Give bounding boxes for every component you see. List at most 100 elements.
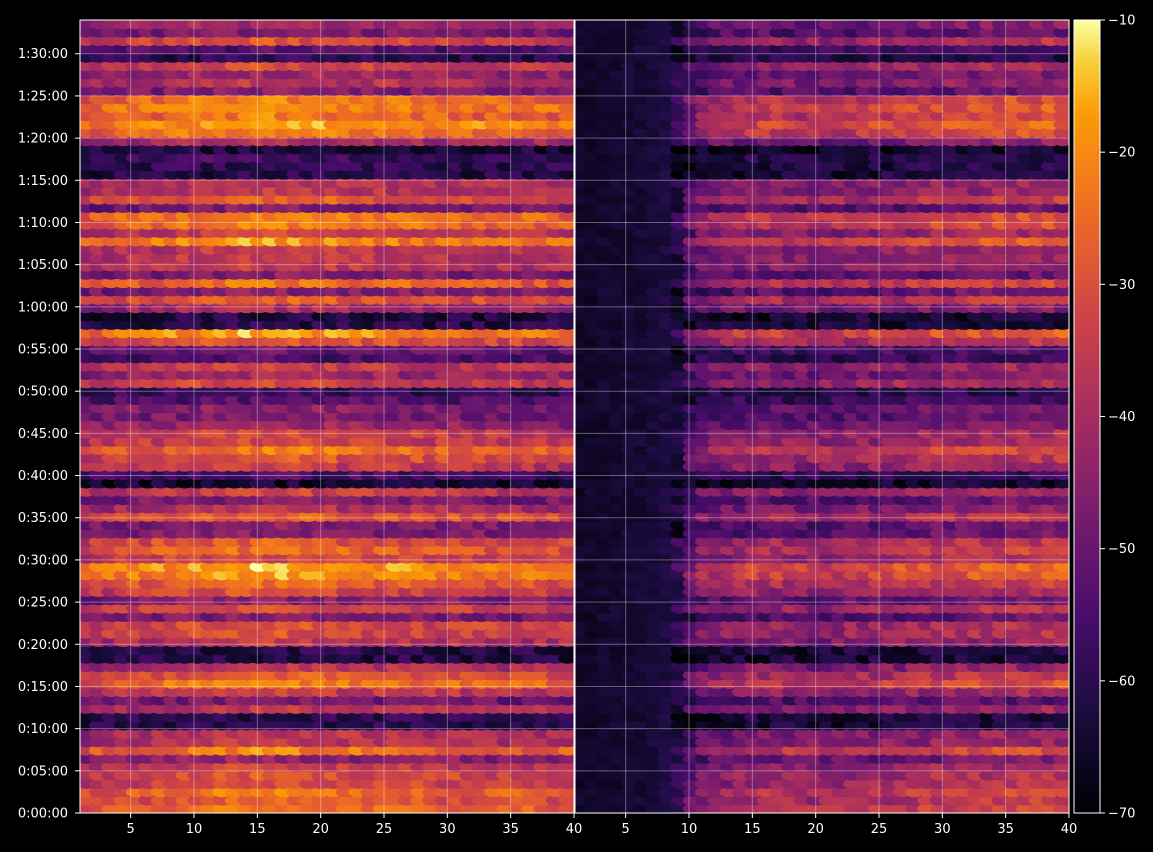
heatmap-cell — [1053, 569, 1069, 581]
heatmap-cell — [558, 786, 574, 798]
heatmap-cell — [558, 194, 574, 205]
heatmap-cell — [558, 770, 574, 781]
heatmap-cell — [558, 160, 574, 172]
heatmap-cell — [558, 611, 574, 623]
heatmap-cell — [558, 603, 574, 614]
heatmap-cell — [558, 35, 574, 47]
heatmap-cell — [558, 227, 574, 239]
heatmap-cell — [1053, 695, 1069, 706]
heatmap-cell — [1053, 670, 1069, 681]
heatmap-cell — [558, 453, 574, 464]
heatmap-cell — [558, 236, 574, 247]
heatmap-cell — [558, 661, 574, 673]
heatmap-cell — [558, 302, 574, 314]
heatmap-cell — [1053, 620, 1069, 631]
heatmap-cell — [1053, 711, 1069, 723]
heatmap-cell — [1053, 778, 1069, 789]
heatmap-cell — [558, 486, 574, 497]
heatmap-cell — [558, 94, 574, 105]
heatmap-cell — [1053, 661, 1069, 673]
heatmap-cell — [558, 152, 574, 163]
heatmap-cell — [558, 803, 574, 813]
heatmap-cell — [558, 60, 574, 72]
heatmap-cell — [1053, 795, 1069, 806]
heatmap-cell — [558, 269, 574, 280]
heatmap-cell — [558, 77, 574, 88]
heatmap-cell — [558, 753, 574, 764]
heatmap-cell — [1053, 703, 1069, 714]
heatmap-cell — [1053, 736, 1069, 748]
heatmap-cell — [558, 544, 574, 556]
heatmap-cell — [558, 319, 574, 330]
heatmap-cell — [558, 503, 574, 514]
heatmap-cell — [558, 536, 574, 547]
heatmap-cell — [558, 645, 574, 656]
heatmap-cell — [558, 428, 574, 439]
heatmap-cell — [558, 352, 574, 364]
heatmap-cell — [558, 519, 574, 531]
heatmap-cell — [1053, 628, 1069, 639]
heatmap-cell — [1053, 586, 1069, 597]
heatmap-panel-right — [575, 20, 1069, 813]
heatmap-cell — [1053, 653, 1069, 664]
heatmap-cell — [558, 461, 574, 472]
heatmap-cell — [558, 419, 574, 431]
heatmap-cell — [1053, 753, 1069, 764]
heatmap-cells-right — [575, 20, 1069, 813]
heatmap-cell — [1053, 636, 1069, 648]
heatmap-cell — [558, 286, 574, 297]
heatmap-cell — [558, 586, 574, 597]
heatmap-cell — [558, 219, 574, 230]
heatmap-cell — [1053, 611, 1069, 623]
heatmap-cell — [1053, 720, 1069, 731]
heatmap-cell — [558, 578, 574, 589]
heatmap-cell — [558, 202, 574, 213]
heatmap-cell — [558, 478, 574, 489]
heatmap-cell — [558, 294, 574, 305]
heatmap-cell — [558, 594, 574, 606]
heatmap-cell — [558, 377, 574, 389]
heatmap-cell — [1053, 645, 1069, 656]
heatmap-cell — [558, 402, 574, 414]
heatmap-cell — [558, 720, 574, 731]
heatmap-cell — [558, 511, 574, 522]
heatmap-cell — [558, 386, 574, 397]
heatmap-cell — [1053, 678, 1069, 689]
heatmap-cell — [1053, 803, 1069, 813]
heatmap-cell — [558, 127, 574, 138]
heatmap-cell — [558, 311, 574, 322]
heatmap-cell — [558, 102, 574, 113]
heatmap-cell — [558, 653, 574, 664]
heatmap-cell — [1053, 761, 1069, 773]
heatmap-cell — [558, 411, 574, 422]
heatmap-cell — [1053, 728, 1069, 739]
heatmap-cell — [558, 494, 574, 506]
heatmap-cell — [558, 85, 574, 97]
heatmap-cell — [558, 369, 574, 380]
heatmap-cell — [558, 728, 574, 739]
heatmap-cell — [558, 761, 574, 773]
heatmap-cell — [1053, 578, 1069, 589]
heatmap-cell — [1053, 603, 1069, 614]
heatmap-cell — [558, 119, 574, 130]
heatmap-cell — [558, 628, 574, 639]
heatmap-cell — [558, 444, 574, 456]
heatmap-cell — [558, 620, 574, 631]
heatmap-cells-left — [80, 20, 574, 813]
heatmap-cell — [558, 636, 574, 648]
heatmap-cell — [558, 469, 574, 481]
heatmap-cell — [558, 69, 574, 80]
heatmap-cell — [558, 670, 574, 681]
heatmap-cell — [558, 135, 574, 147]
heatmap-cell — [558, 327, 574, 339]
heatmap-cell — [558, 686, 574, 698]
heatmap-cell — [558, 703, 574, 714]
heatmap-cell — [558, 569, 574, 581]
heatmap-cell — [558, 745, 574, 756]
heatmap-cell — [1053, 594, 1069, 606]
heatmap-panel-left — [80, 20, 574, 813]
heatmap-cell — [558, 553, 574, 564]
heatmap-cell — [558, 361, 574, 372]
heatmap-cell — [558, 778, 574, 789]
